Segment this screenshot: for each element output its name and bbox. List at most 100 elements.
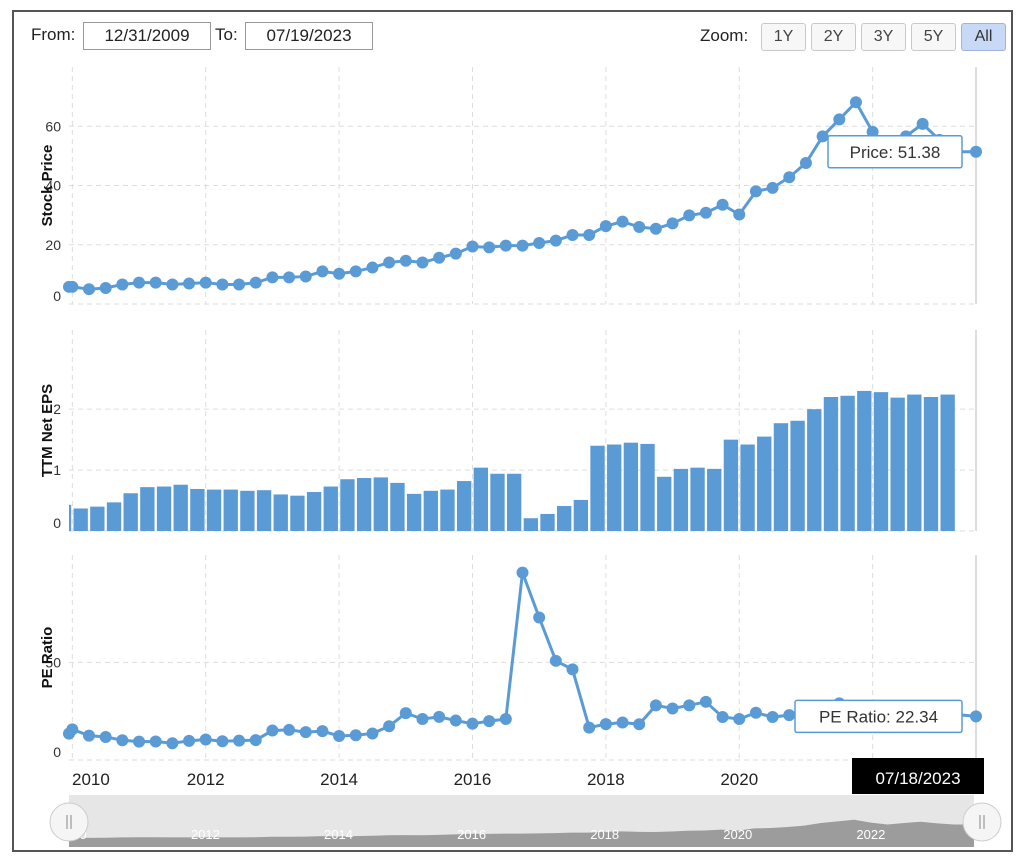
eps-bar <box>273 494 288 531</box>
pe-point <box>399 707 412 720</box>
eps-bar <box>140 487 155 531</box>
price-point <box>149 276 162 289</box>
eps-bar <box>490 473 505 531</box>
zoom-5y-button[interactable]: 5Y <box>911 23 956 51</box>
price-point <box>799 156 812 169</box>
eps-bar <box>890 397 905 531</box>
eps-bar <box>940 394 955 531</box>
navigator-label: 2012 <box>191 827 220 842</box>
pe-point <box>483 715 496 728</box>
from-date-input[interactable]: 12/31/2009 <box>83 22 211 50</box>
eps-bar <box>673 468 689 531</box>
price-point <box>916 117 929 130</box>
eps-bar <box>406 493 422 531</box>
eps-bar <box>540 513 555 531</box>
pe-point <box>299 726 312 739</box>
y-tick-label: 60 <box>45 118 61 134</box>
zoom-all-button[interactable]: All <box>961 23 1006 51</box>
price-point <box>199 276 212 289</box>
zoom-1y-button[interactable]: 1Y <box>761 23 806 51</box>
eps-bar <box>340 479 355 531</box>
eps-bar <box>240 490 255 531</box>
price-point <box>116 278 129 291</box>
pe-point <box>566 663 579 676</box>
eps-bar <box>390 482 405 531</box>
to-date-input[interactable]: 07/19/2023 <box>245 22 373 50</box>
pe-point <box>166 737 179 750</box>
pe-point <box>133 735 146 748</box>
pe-point <box>466 717 479 730</box>
price-point <box>83 283 96 296</box>
from-label: From: <box>31 25 76 44</box>
price-point <box>216 278 229 291</box>
pe-point <box>249 734 262 747</box>
price-point <box>783 171 796 184</box>
price-point <box>433 251 446 264</box>
eps-bar <box>356 478 372 531</box>
price-line <box>69 99 976 291</box>
eps-bar <box>473 467 488 531</box>
price-point <box>366 261 379 274</box>
price-point <box>849 96 862 109</box>
y-axis-title: Stock Price <box>39 145 56 227</box>
price-point <box>716 198 729 211</box>
y-tick-label: 1 <box>53 462 61 478</box>
tooltip-box <box>827 135 963 169</box>
price-point <box>466 240 479 253</box>
eps-bar <box>790 420 805 531</box>
eps-bar <box>69 504 72 531</box>
eps-bar <box>590 445 605 531</box>
pe-point <box>266 724 279 737</box>
navigator-left-handle[interactable] <box>49 802 89 842</box>
eps-bar <box>657 476 672 531</box>
eps-bar <box>456 481 472 531</box>
eps-bar <box>807 409 822 531</box>
pe-point <box>116 734 129 747</box>
pe-point <box>583 721 596 734</box>
y-tick-label: 0 <box>53 515 61 531</box>
price-point <box>866 125 879 138</box>
eps-bar <box>373 477 388 531</box>
pe-point <box>149 735 162 748</box>
eps-bar <box>840 395 855 531</box>
price-point <box>699 206 712 219</box>
pe-point <box>99 730 112 743</box>
tooltip-text: PE Ratio: 22.34 <box>819 707 938 726</box>
eps-bar <box>757 436 772 531</box>
price-point <box>283 271 296 284</box>
eps-bar <box>73 508 88 531</box>
to-label: To: <box>215 25 238 44</box>
pe-point <box>970 710 982 723</box>
navigator-area <box>69 819 974 847</box>
price-point <box>299 270 312 283</box>
pe-point <box>283 723 296 736</box>
pe-point <box>416 713 429 725</box>
zoom-label: Zoom: <box>700 26 749 45</box>
eps-bar <box>523 518 539 531</box>
eps-bar <box>223 489 238 531</box>
price-point <box>383 256 396 269</box>
pe-point <box>599 718 612 731</box>
eps-bar <box>907 394 922 531</box>
eps-bar <box>723 439 739 531</box>
navigator-label: 2022 <box>856 827 885 842</box>
price-point <box>99 282 112 295</box>
price-point <box>316 265 329 278</box>
eps-bar <box>90 506 105 531</box>
y-axis-title: TTM Net EPS <box>39 384 56 477</box>
eps-bar <box>206 489 222 531</box>
navigator-right-handle[interactable] <box>962 802 1002 842</box>
zoom-2y-button[interactable]: 2Y <box>811 23 856 51</box>
price-point <box>183 277 196 290</box>
eps-bar <box>607 444 622 531</box>
pe-point <box>216 735 229 748</box>
zoom-3y-button[interactable]: 3Y <box>861 23 906 51</box>
pe-point <box>749 706 762 719</box>
price-point <box>66 280 79 293</box>
pe-point <box>316 725 329 738</box>
eps-bar <box>190 488 205 531</box>
eps-bar <box>823 397 839 531</box>
pe-point <box>233 734 246 747</box>
eps-bar <box>707 468 722 531</box>
